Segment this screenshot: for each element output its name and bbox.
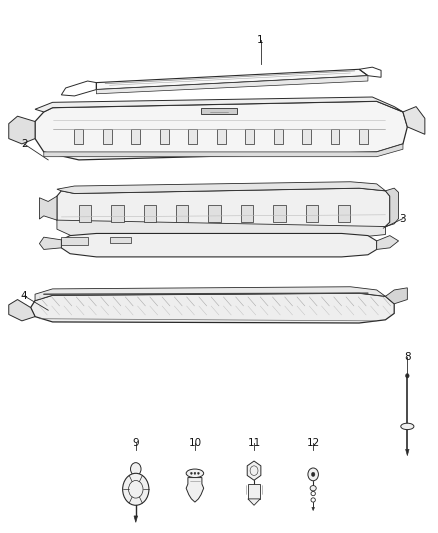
Polygon shape [111, 205, 124, 222]
Polygon shape [103, 129, 112, 144]
Circle shape [406, 374, 409, 378]
Polygon shape [385, 288, 407, 304]
Polygon shape [312, 507, 314, 511]
Polygon shape [9, 116, 35, 144]
Polygon shape [144, 205, 156, 222]
Polygon shape [217, 129, 226, 144]
Ellipse shape [310, 486, 316, 491]
Polygon shape [131, 129, 140, 144]
Polygon shape [57, 188, 390, 229]
Polygon shape [35, 101, 407, 160]
Polygon shape [74, 129, 83, 144]
Ellipse shape [186, 469, 204, 478]
Polygon shape [110, 237, 131, 243]
Circle shape [198, 472, 199, 474]
Polygon shape [57, 182, 385, 193]
Polygon shape [44, 144, 403, 157]
Polygon shape [9, 300, 35, 321]
Text: 8: 8 [404, 352, 411, 362]
Polygon shape [248, 484, 260, 499]
Polygon shape [359, 129, 368, 144]
Circle shape [131, 463, 141, 475]
Polygon shape [79, 205, 91, 222]
Polygon shape [31, 293, 394, 323]
Polygon shape [35, 97, 403, 112]
Ellipse shape [401, 423, 414, 430]
Text: 4: 4 [21, 291, 28, 301]
Circle shape [191, 472, 192, 474]
Text: 9: 9 [132, 439, 139, 448]
Polygon shape [208, 205, 221, 222]
Text: 1: 1 [257, 35, 264, 45]
Polygon shape [331, 129, 339, 144]
Polygon shape [248, 499, 260, 505]
Polygon shape [274, 129, 283, 144]
Polygon shape [247, 461, 261, 480]
Polygon shape [96, 69, 368, 90]
Polygon shape [377, 236, 399, 249]
Text: 10: 10 [188, 439, 201, 448]
Polygon shape [186, 478, 204, 502]
Text: 11: 11 [247, 439, 261, 448]
Polygon shape [134, 516, 138, 522]
Polygon shape [176, 205, 188, 222]
Text: 12: 12 [307, 439, 320, 448]
Polygon shape [39, 237, 61, 249]
Text: 2: 2 [21, 139, 28, 149]
Polygon shape [201, 108, 237, 114]
Polygon shape [96, 76, 368, 94]
Polygon shape [306, 205, 318, 222]
Polygon shape [302, 129, 311, 144]
Polygon shape [160, 129, 169, 144]
Polygon shape [338, 205, 350, 222]
Polygon shape [273, 205, 286, 222]
Circle shape [194, 472, 196, 474]
Polygon shape [61, 233, 377, 257]
Polygon shape [241, 205, 253, 222]
Polygon shape [35, 287, 385, 301]
Circle shape [311, 472, 315, 477]
Polygon shape [403, 107, 425, 134]
Polygon shape [385, 188, 399, 227]
Circle shape [123, 473, 149, 505]
Circle shape [308, 468, 318, 481]
Polygon shape [61, 237, 88, 245]
Polygon shape [39, 196, 57, 220]
Polygon shape [188, 129, 197, 144]
Polygon shape [406, 449, 409, 456]
Polygon shape [245, 129, 254, 144]
Polygon shape [57, 220, 385, 237]
Text: 3: 3 [399, 214, 406, 223]
